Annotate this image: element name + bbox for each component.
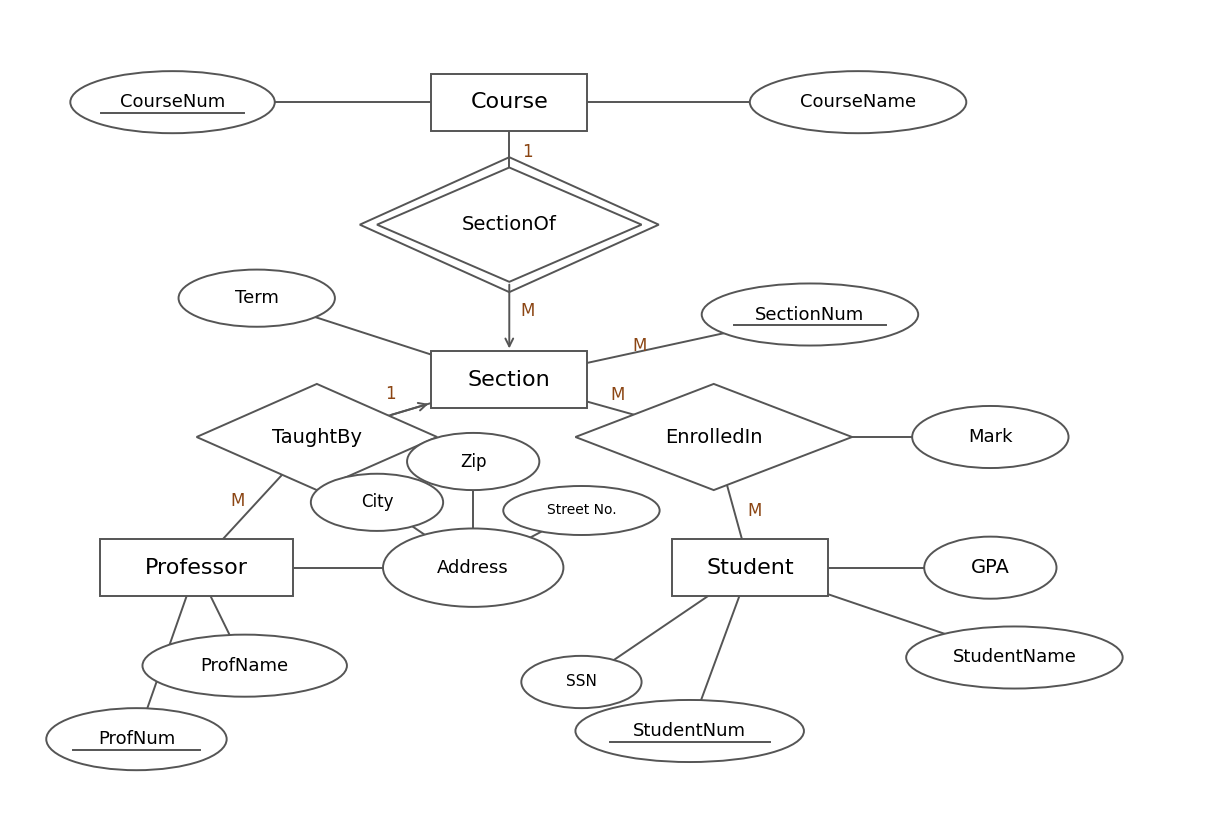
Polygon shape — [377, 167, 642, 282]
Bar — [672, 539, 828, 596]
Bar — [101, 539, 293, 596]
Ellipse shape — [912, 406, 1068, 468]
Bar — [431, 73, 587, 130]
Text: EnrolledIn: EnrolledIn — [665, 427, 763, 446]
Ellipse shape — [311, 474, 443, 531]
Text: Street No.: Street No. — [546, 503, 616, 517]
Text: Student: Student — [706, 558, 793, 578]
Text: M: M — [230, 492, 245, 510]
Ellipse shape — [750, 71, 966, 133]
Text: Zip: Zip — [460, 452, 487, 470]
Ellipse shape — [575, 700, 804, 762]
Text: 1: 1 — [385, 385, 396, 403]
Text: M: M — [747, 502, 762, 520]
Ellipse shape — [521, 656, 642, 708]
Text: Professor: Professor — [145, 558, 248, 578]
Ellipse shape — [70, 71, 275, 133]
Ellipse shape — [46, 708, 226, 771]
Polygon shape — [575, 384, 853, 490]
Text: SectionOf: SectionOf — [461, 215, 557, 234]
Text: City: City — [361, 493, 394, 512]
Text: M: M — [610, 386, 624, 404]
Text: Address: Address — [437, 559, 509, 577]
Ellipse shape — [504, 486, 660, 535]
Polygon shape — [196, 384, 437, 490]
Text: M: M — [632, 337, 647, 355]
Bar — [431, 351, 587, 408]
Ellipse shape — [383, 529, 563, 607]
Text: Section: Section — [467, 370, 551, 390]
Text: Mark: Mark — [968, 428, 1012, 446]
Text: ProfName: ProfName — [201, 657, 288, 675]
Ellipse shape — [924, 536, 1056, 599]
Text: StudentNum: StudentNum — [633, 722, 746, 740]
Ellipse shape — [143, 634, 346, 696]
Text: 1: 1 — [522, 144, 533, 161]
Text: SSN: SSN — [566, 675, 597, 690]
Ellipse shape — [701, 284, 918, 346]
Text: M: M — [521, 303, 534, 320]
Text: TaughtBy: TaughtBy — [271, 427, 362, 446]
Text: GPA: GPA — [971, 559, 1010, 578]
Text: CourseName: CourseName — [800, 93, 917, 111]
Text: CourseNum: CourseNum — [120, 93, 225, 111]
Text: Course: Course — [470, 92, 549, 112]
Text: SectionNum: SectionNum — [756, 305, 865, 323]
Ellipse shape — [407, 433, 539, 490]
Ellipse shape — [906, 626, 1123, 689]
Ellipse shape — [178, 270, 335, 327]
Text: StudentName: StudentName — [953, 648, 1077, 667]
Text: ProfNum: ProfNum — [98, 730, 176, 748]
Text: Term: Term — [235, 290, 279, 307]
